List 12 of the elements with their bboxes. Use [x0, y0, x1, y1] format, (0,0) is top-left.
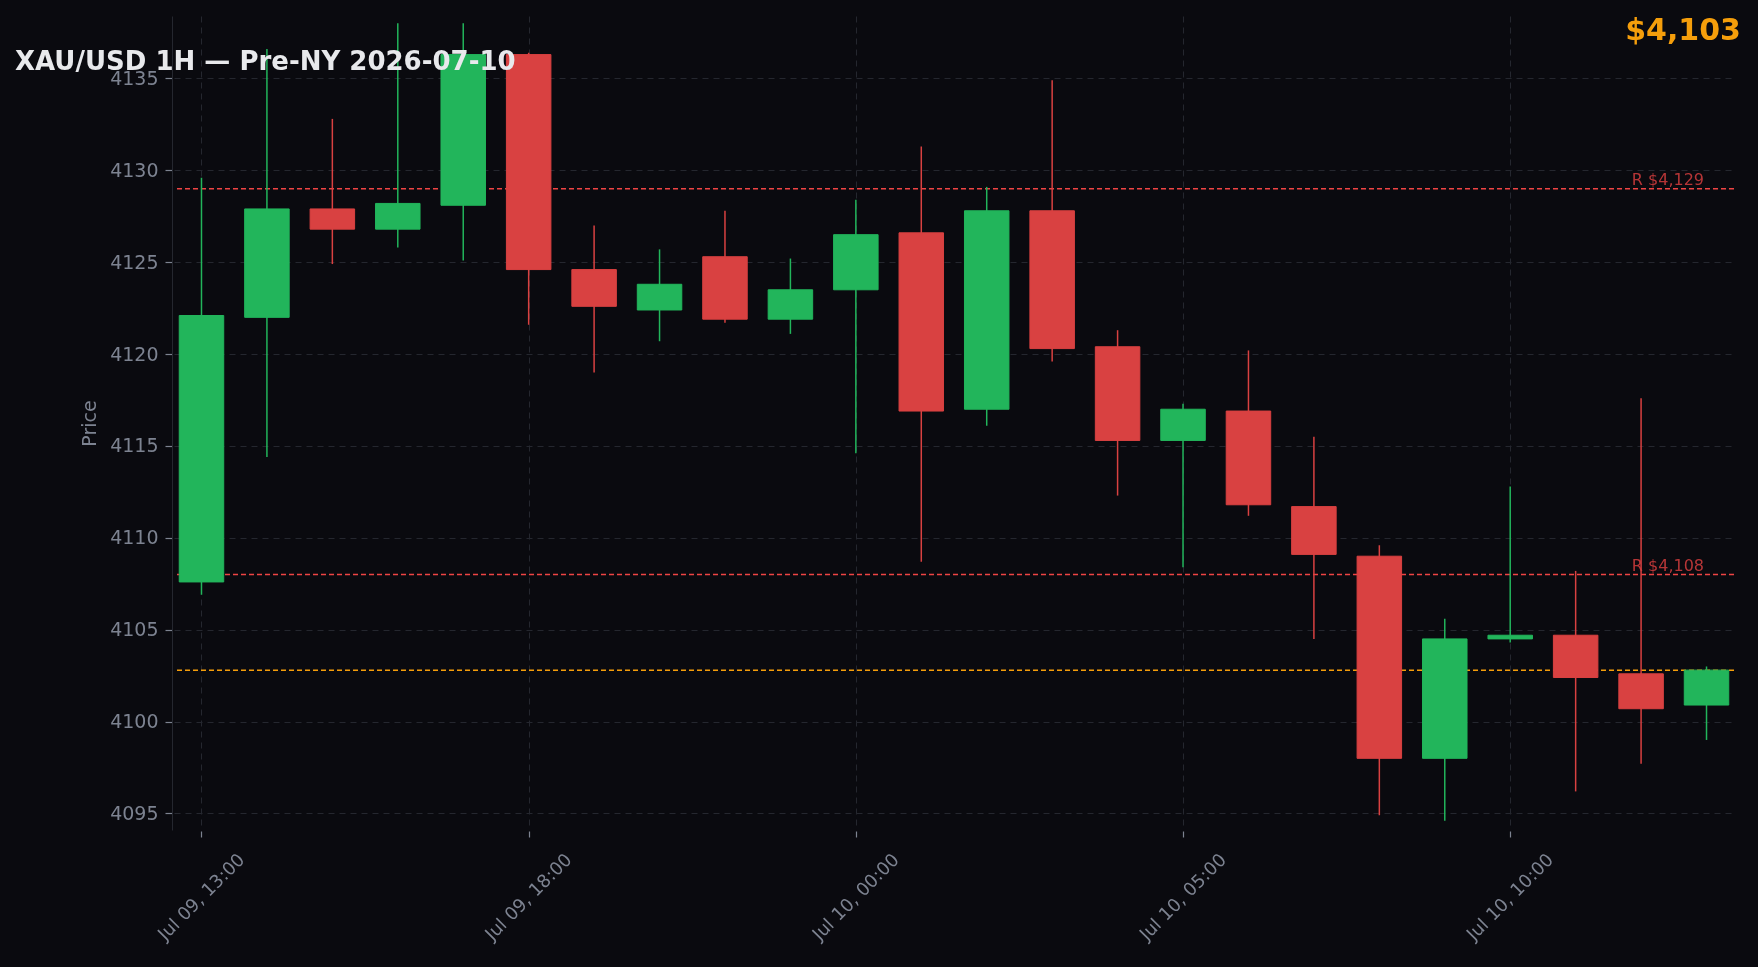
y-tick-label: 4130 [110, 158, 159, 181]
y-tick-label: 4115 [110, 434, 159, 457]
candlestick [1487, 485, 1533, 644]
annotation: $4,103 [1625, 12, 1741, 47]
y-tick-label: 4110 [110, 526, 159, 549]
y-tick-label: 4120 [110, 342, 159, 365]
y-tick-label: 4105 [110, 618, 159, 641]
y-tick-label: 4125 [110, 250, 159, 273]
y-tick-label: 4095 [110, 801, 159, 824]
y-axis-title: Price [78, 400, 101, 447]
y-tick-label: 4100 [110, 710, 159, 733]
ref-line-label: R $4,129 [1631, 169, 1704, 189]
